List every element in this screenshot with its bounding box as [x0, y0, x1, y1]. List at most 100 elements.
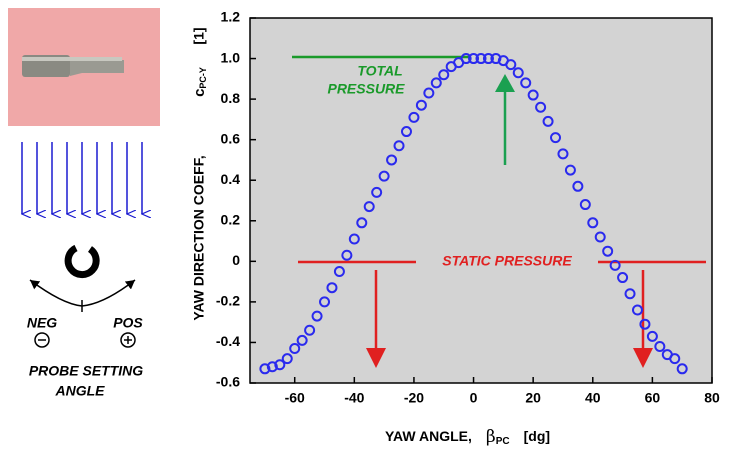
data-point	[676, 363, 688, 375]
data-point	[527, 89, 539, 101]
x-label-subscript: PC	[496, 436, 510, 447]
probe-tip	[70, 57, 124, 76]
data-point	[274, 359, 286, 371]
x-tick-label: 20	[525, 390, 541, 406]
data-point	[602, 245, 614, 257]
data-point	[617, 272, 629, 284]
data-point	[319, 296, 331, 308]
data-point	[438, 69, 450, 81]
data-point	[326, 282, 338, 294]
data-point	[378, 170, 390, 182]
annotation: TOTAL	[357, 63, 402, 79]
y-tick-label: 0	[232, 252, 240, 268]
data-point	[669, 353, 681, 365]
data-point	[594, 231, 606, 243]
pos-symbol	[120, 332, 136, 348]
neg-arc	[29, 279, 83, 307]
y-label-symbol: c	[191, 89, 208, 97]
neg-label: NEG	[27, 315, 57, 331]
data-point	[289, 343, 301, 355]
data-point	[639, 318, 651, 330]
data-point	[550, 132, 562, 144]
pos-label: POS	[113, 315, 143, 331]
y-axis-label: YAW DIRECTION COEFF,	[191, 155, 207, 320]
data-point	[646, 330, 658, 342]
plot-area	[250, 18, 712, 383]
data-point	[654, 341, 666, 352]
data-point	[333, 265, 345, 277]
x-label-unit: [dg]	[524, 428, 550, 444]
y-axis-unit: [1]	[191, 27, 207, 44]
data-point	[423, 87, 435, 99]
data-point	[415, 99, 427, 111]
data-point	[400, 126, 412, 138]
data-point	[520, 77, 532, 89]
data-point	[371, 186, 383, 198]
data-point	[468, 53, 480, 65]
x-tick-label: 80	[704, 390, 720, 406]
data-point	[386, 154, 398, 166]
annotation: STATIC PRESSURE	[442, 253, 572, 269]
data-point	[281, 353, 293, 365]
y-tick-label: 1.0	[221, 49, 241, 65]
data-point	[557, 148, 569, 160]
x-tick-label: -40	[344, 390, 364, 406]
x-label-symbol: β	[486, 427, 496, 447]
data-point	[259, 363, 271, 375]
flow-arrows	[22, 142, 142, 214]
caption: ANGLE	[55, 383, 106, 399]
y-tick-label: -0.6	[216, 374, 240, 390]
probe-ring	[64, 244, 100, 279]
x-tick-label: -60	[285, 390, 305, 406]
data-point	[490, 53, 502, 65]
data-point	[512, 67, 524, 79]
data-point	[311, 310, 323, 322]
static-arrowhead	[366, 348, 386, 368]
data-point	[304, 324, 316, 336]
y-tick-label: 1.2	[221, 9, 241, 25]
data-point	[393, 140, 405, 152]
probe-highlight	[22, 57, 122, 61]
data-point	[631, 304, 643, 316]
y-axis-symbol: cPC-Y	[191, 67, 208, 97]
data-point	[572, 180, 584, 192]
total-pressure-arrowhead	[495, 74, 515, 92]
neg-symbol	[34, 332, 50, 348]
y-tick-label: 0.4	[221, 171, 241, 187]
data-point	[609, 259, 621, 271]
plot: -0.6 -0.4 -0.2 0 0.2 0.4 0.6 0.8 1.0 1.2 -60 -40 -20…	[191, 9, 720, 447]
x-tick-label: 60	[645, 390, 661, 406]
x-tick-label: 0	[470, 390, 478, 406]
data-point	[535, 101, 547, 113]
x-axis-label: YAW ANGLE, βPC [dg]	[385, 427, 550, 447]
data-point	[624, 288, 636, 300]
data-point	[505, 59, 517, 71]
caption: PROBE SETTING	[29, 363, 143, 379]
data-point	[579, 199, 591, 211]
y-tick-label: 0.2	[221, 211, 241, 227]
y-tick-label: 0.8	[221, 90, 241, 106]
plot-frame	[249, 17, 713, 384]
data-point	[460, 53, 472, 65]
x-tick-label: -20	[404, 390, 424, 406]
pos-sign	[124, 336, 132, 344]
data-point	[542, 115, 554, 127]
data-point	[296, 334, 308, 346]
data-point	[408, 111, 420, 123]
data-point	[363, 201, 375, 213]
data-point	[475, 53, 487, 65]
data-point	[430, 77, 442, 89]
data-point	[587, 217, 599, 229]
data-point	[348, 233, 360, 245]
illustration: NEG POS PROBE SETTING ANGLE	[8, 8, 160, 399]
x-tick-label: 40	[585, 390, 601, 406]
pos-arc	[81, 279, 136, 307]
y-tick-label: -0.4	[216, 333, 240, 349]
y-tick-label: 0.6	[221, 130, 241, 146]
x-label-text: YAW ANGLE,	[385, 428, 472, 444]
data-point	[564, 164, 576, 176]
data-point	[482, 53, 494, 65]
data-point	[356, 217, 368, 229]
annotation: PRESSURE	[327, 81, 405, 97]
